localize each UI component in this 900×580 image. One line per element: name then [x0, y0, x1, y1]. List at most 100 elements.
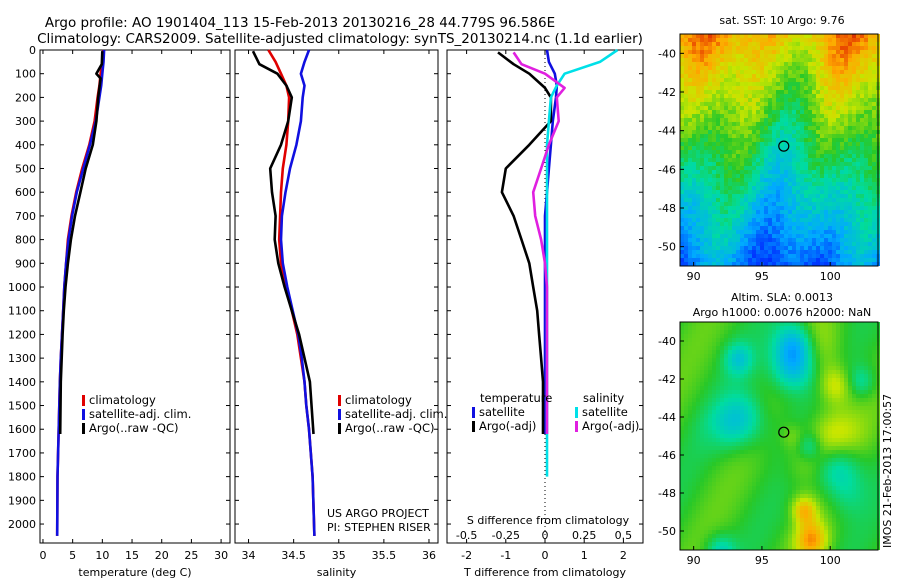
map-cell [812, 246, 816, 250]
map-cell [792, 66, 796, 70]
map-cell [780, 150, 784, 154]
map-cell [692, 46, 696, 50]
map-cell [820, 438, 824, 442]
map-cell [680, 398, 684, 402]
map-cell [692, 238, 696, 242]
map-cell [864, 46, 868, 50]
map-cell [712, 150, 716, 154]
map-cell [776, 322, 780, 326]
x-tick-label: 2 [620, 549, 627, 562]
map-cell [768, 398, 772, 402]
x-tick-label: 34 [242, 549, 256, 562]
map-cell [848, 446, 852, 450]
map-cell [776, 198, 780, 202]
map-cell [748, 186, 752, 190]
map-cell [840, 426, 844, 430]
map-cell [704, 398, 708, 402]
map-cell [744, 250, 748, 254]
map-cell [772, 250, 776, 254]
map-cell [864, 118, 868, 122]
map-cell [872, 226, 876, 230]
map-cell [772, 394, 776, 398]
map-cell [864, 458, 868, 462]
map-cell [708, 106, 712, 110]
map-cell [740, 158, 744, 162]
map-cell [716, 42, 720, 46]
map-cell [748, 170, 752, 174]
map-cell [832, 126, 836, 130]
map-cell [732, 326, 736, 330]
map-cell [856, 366, 860, 370]
map-cell [692, 422, 696, 426]
map-cell [696, 174, 700, 178]
map-cell [868, 110, 872, 114]
map-cell [868, 58, 872, 62]
map-cell [712, 382, 716, 386]
map-cell [740, 58, 744, 62]
map-cell [792, 130, 796, 134]
map-cell [748, 70, 752, 74]
map-cell [688, 330, 692, 334]
map-cell [796, 342, 800, 346]
map-cell [844, 454, 848, 458]
map-y-tick-label: -46 [658, 163, 676, 176]
map-cell [860, 50, 864, 54]
map-cell [740, 250, 744, 254]
y-tick-label: 200 [15, 91, 36, 104]
map-cell [788, 114, 792, 118]
map-cell [828, 50, 832, 54]
map-cell [788, 454, 792, 458]
map-cell [784, 94, 788, 98]
map-cell [740, 90, 744, 94]
map-cell [788, 350, 792, 354]
map-cell [828, 346, 832, 350]
map-cell [804, 146, 808, 150]
map-cell [756, 366, 760, 370]
map-cell [820, 414, 824, 418]
map-cell [724, 406, 728, 410]
map-cell [808, 262, 812, 266]
map-cell [688, 190, 692, 194]
map-cell [856, 394, 860, 398]
map-cell [812, 34, 816, 38]
map-cell [700, 174, 704, 178]
map-cell [860, 82, 864, 86]
map-cell [744, 402, 748, 406]
map-cell [772, 154, 776, 158]
map-cell [720, 422, 724, 426]
map-cell [856, 430, 860, 434]
map-cell [684, 378, 688, 382]
map-cell [836, 238, 840, 242]
map-cell [700, 198, 704, 202]
map-cell [872, 218, 876, 222]
map-cell [764, 178, 768, 182]
map-cell [788, 362, 792, 366]
map-cell [832, 166, 836, 170]
map-y-tick-label: -40 [658, 47, 676, 60]
map-cell [772, 226, 776, 230]
map-cell [856, 94, 860, 98]
map-cell [700, 350, 704, 354]
map-cell [784, 394, 788, 398]
map-cell [828, 114, 832, 118]
map-cell [816, 178, 820, 182]
map-cell [724, 98, 728, 102]
map-cell [836, 74, 840, 78]
map-cell [744, 110, 748, 114]
legend-entry: satellite-adj. clim. [345, 407, 447, 421]
map-cell [848, 430, 852, 434]
map-cell [708, 62, 712, 66]
map-cell [724, 358, 728, 362]
map-cell [828, 426, 832, 430]
map-cell [832, 238, 836, 242]
map-cell [784, 326, 788, 330]
map-cell [752, 138, 756, 142]
map-cell [780, 46, 784, 50]
map-cell [708, 414, 712, 418]
map-cell [764, 78, 768, 82]
map-cell [864, 338, 868, 342]
map-cell [728, 186, 732, 190]
map-cell [768, 350, 772, 354]
map-cell [836, 86, 840, 90]
map-cell [792, 326, 796, 330]
